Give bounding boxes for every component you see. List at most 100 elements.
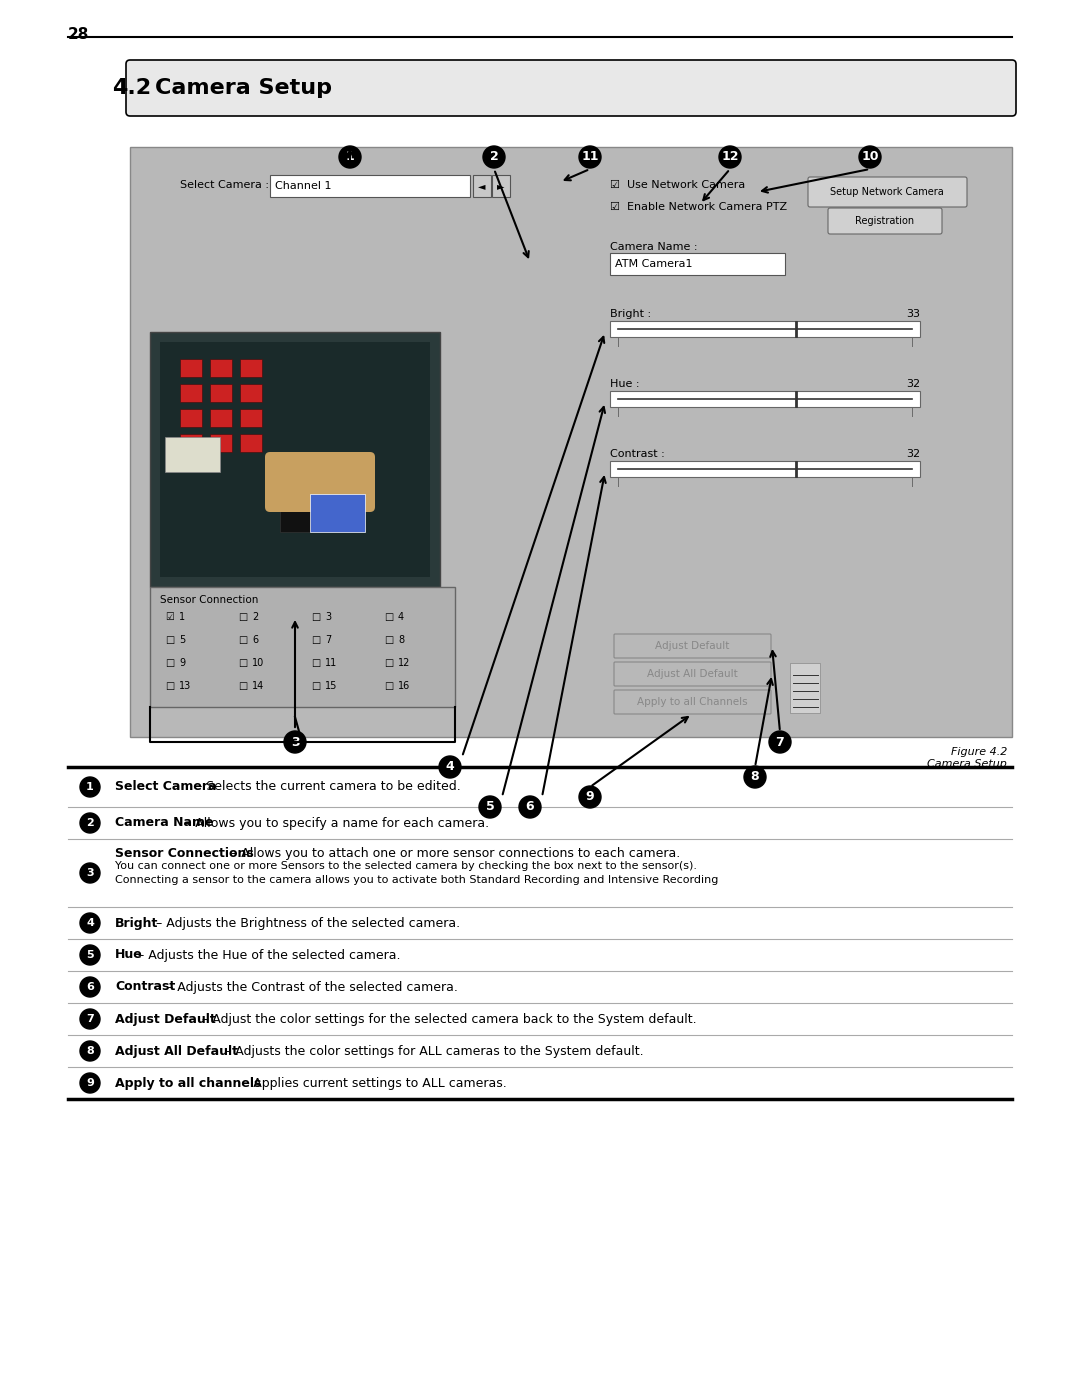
- Text: 12: 12: [721, 151, 739, 163]
- Bar: [240, 359, 262, 377]
- Text: 28: 28: [68, 27, 90, 42]
- Text: Bright: Bright: [114, 916, 159, 929]
- Text: Adjust All Default: Adjust All Default: [647, 669, 738, 679]
- Text: – Adjusts the Contrast of the selected camera.: – Adjusts the Contrast of the selected c…: [163, 981, 458, 993]
- Bar: [180, 434, 202, 453]
- Text: |: |: [910, 408, 914, 416]
- Text: □: □: [384, 612, 393, 622]
- Text: 4: 4: [446, 760, 455, 774]
- Text: Contrast :: Contrast :: [610, 448, 665, 460]
- Text: Camera Setup: Camera Setup: [156, 78, 332, 98]
- Text: □: □: [311, 612, 321, 622]
- Text: 3: 3: [325, 612, 332, 622]
- Text: Camera Name: Camera Name: [114, 816, 214, 830]
- Text: 4: 4: [86, 918, 94, 928]
- Circle shape: [859, 147, 881, 168]
- Text: 2: 2: [489, 151, 498, 163]
- Circle shape: [519, 796, 541, 819]
- Text: – Allows you to attach one or more sensor connections to each camera.: – Allows you to attach one or more senso…: [227, 847, 679, 861]
- Text: ☑  Use Network Camera: ☑ Use Network Camera: [610, 180, 745, 190]
- Bar: [150, 587, 455, 707]
- Text: 1: 1: [86, 782, 94, 792]
- Text: □: □: [311, 658, 321, 668]
- Text: ☑: ☑: [165, 612, 174, 622]
- Bar: [210, 409, 232, 427]
- FancyBboxPatch shape: [615, 690, 771, 714]
- Text: Select Camera :: Select Camera :: [180, 180, 269, 190]
- Text: □: □: [238, 658, 247, 668]
- Text: – Adjust the color settings for the selected camera back to the System default.: – Adjust the color settings for the sele…: [199, 1013, 697, 1025]
- Bar: [240, 434, 262, 453]
- Text: Hue :: Hue :: [610, 379, 639, 388]
- Circle shape: [483, 147, 505, 168]
- Text: – Applies current settings to ALL cameras.: – Applies current settings to ALL camera…: [239, 1077, 507, 1090]
- Bar: [473, 175, 491, 197]
- Text: □: □: [165, 658, 174, 668]
- Text: 8: 8: [86, 1046, 94, 1056]
- Text: Connecting a sensor to the camera allows you to activate both Standard Recording: Connecting a sensor to the camera allows…: [114, 875, 718, 886]
- Bar: [180, 409, 202, 427]
- Bar: [789, 664, 820, 712]
- Circle shape: [744, 766, 766, 788]
- Text: 8: 8: [399, 636, 404, 645]
- Text: 13: 13: [179, 680, 191, 692]
- Text: Channel 1: Channel 1: [275, 182, 332, 191]
- Text: 32: 32: [906, 448, 920, 460]
- Text: 2: 2: [86, 819, 94, 828]
- Text: 3: 3: [86, 868, 94, 877]
- Circle shape: [769, 731, 791, 753]
- FancyBboxPatch shape: [615, 634, 771, 658]
- Text: Adjust Default: Adjust Default: [114, 1013, 216, 1025]
- FancyBboxPatch shape: [808, 177, 967, 207]
- Text: |: |: [617, 408, 620, 416]
- Circle shape: [80, 977, 100, 997]
- Bar: [310, 495, 365, 532]
- Circle shape: [80, 777, 100, 798]
- Text: 32: 32: [906, 379, 920, 388]
- Circle shape: [480, 796, 501, 819]
- Text: – Adjusts the color settings for ALL cameras to the System default.: – Adjusts the color settings for ALL cam…: [221, 1045, 644, 1058]
- Text: Apply to all channels: Apply to all channels: [114, 1077, 261, 1090]
- Bar: [165, 437, 220, 472]
- Text: Hue: Hue: [114, 949, 143, 961]
- Circle shape: [438, 756, 461, 778]
- Bar: [610, 391, 920, 407]
- Text: □: □: [311, 636, 321, 645]
- Circle shape: [80, 1009, 100, 1030]
- Bar: [610, 461, 920, 476]
- Text: 7: 7: [325, 636, 332, 645]
- Text: 1: 1: [346, 151, 354, 163]
- Text: 10: 10: [861, 151, 879, 163]
- Text: □: □: [165, 636, 174, 645]
- Text: □: □: [238, 612, 247, 622]
- Text: □: □: [384, 680, 393, 692]
- Text: 8: 8: [751, 771, 759, 784]
- Text: – Allows you to specify a name for each camera.: – Allows you to specify a name for each …: [180, 816, 489, 830]
- Text: – Adjusts the Brightness of the selected camera.: – Adjusts the Brightness of the selected…: [152, 916, 460, 929]
- Bar: [240, 409, 262, 427]
- Bar: [492, 175, 510, 197]
- Bar: [610, 321, 920, 337]
- Text: 9: 9: [179, 658, 185, 668]
- Text: |: |: [910, 478, 914, 488]
- Text: ◄: ◄: [478, 182, 486, 191]
- Text: |: |: [617, 478, 620, 488]
- FancyBboxPatch shape: [126, 60, 1016, 116]
- Text: Adjust Default: Adjust Default: [656, 641, 730, 651]
- Circle shape: [80, 1041, 100, 1060]
- Bar: [270, 175, 470, 197]
- Text: 6: 6: [526, 800, 535, 813]
- Text: 9: 9: [585, 791, 594, 803]
- Text: Sensor Connection: Sensor Connection: [160, 595, 258, 605]
- Text: 5: 5: [179, 636, 186, 645]
- Text: □: □: [238, 680, 247, 692]
- Text: 6: 6: [86, 982, 94, 992]
- Text: Camera Name :: Camera Name :: [610, 242, 698, 251]
- FancyBboxPatch shape: [615, 662, 771, 686]
- Text: Setup Network Camera: Setup Network Camera: [831, 187, 944, 197]
- Bar: [610, 253, 785, 275]
- Text: □: □: [384, 658, 393, 668]
- Text: 4: 4: [399, 612, 404, 622]
- Text: Registration: Registration: [855, 217, 915, 226]
- Bar: [160, 342, 430, 577]
